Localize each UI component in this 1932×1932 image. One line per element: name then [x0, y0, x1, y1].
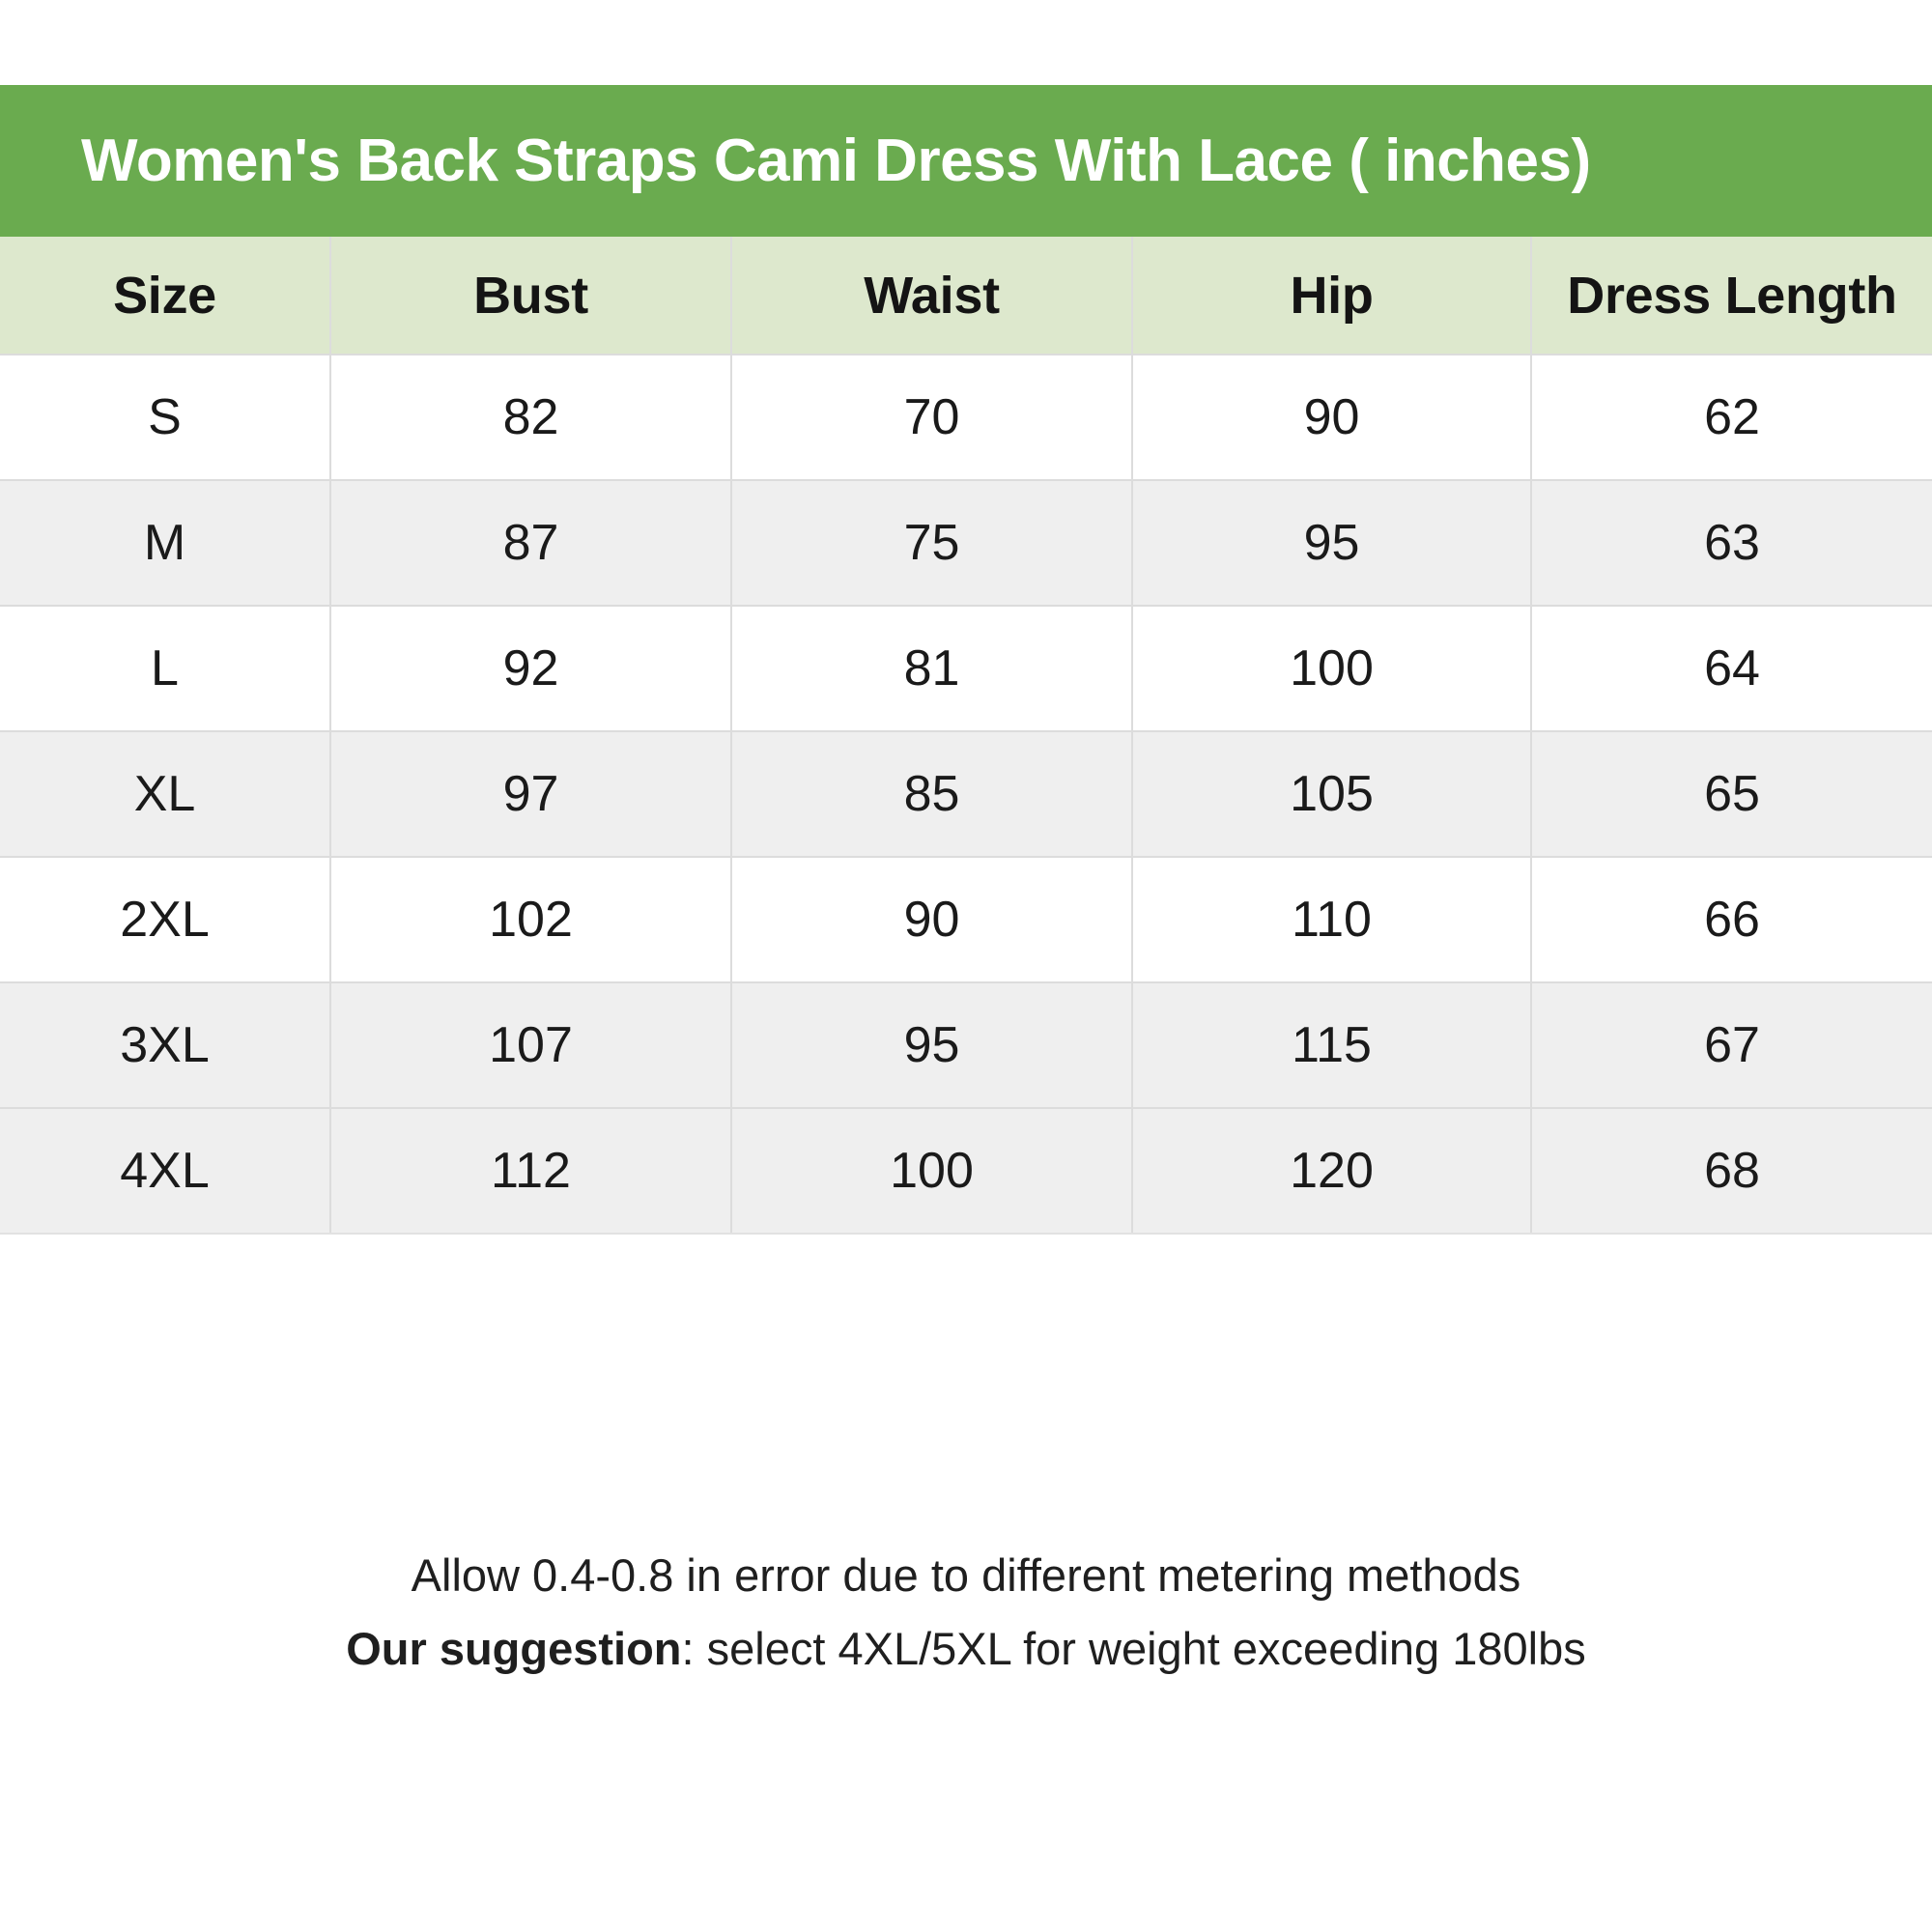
cell-waist: 95 [731, 982, 1133, 1109]
cell-hip: 90 [1132, 355, 1532, 481]
table-row: S 82 70 90 62 [0, 355, 1932, 481]
table-body: S 82 70 90 62 M 87 75 95 63 L 92 81 100 … [0, 355, 1932, 1235]
cell-dress-length: 67 [1531, 982, 1932, 1109]
cell-waist: 85 [731, 731, 1133, 858]
cell-size: 2XL [0, 857, 331, 983]
cell-hip: 105 [1132, 731, 1532, 858]
cell-waist: 100 [731, 1108, 1133, 1235]
column-header-waist: Waist [731, 237, 1133, 355]
table-row: 4XL 112 100 120 68 [0, 1108, 1932, 1235]
table-row: L 92 81 100 64 [0, 606, 1932, 732]
table-row: XL 97 85 105 65 [0, 731, 1932, 858]
cell-dress-length: 62 [1531, 355, 1932, 481]
cell-size: XL [0, 731, 331, 858]
column-header-hip: Hip [1132, 237, 1532, 355]
cell-waist: 75 [731, 480, 1133, 607]
cell-bust: 107 [330, 982, 732, 1109]
page-title: Women's Back Straps Cami Dress With Lace… [81, 127, 1591, 194]
cell-bust: 102 [330, 857, 732, 983]
cell-dress-length: 65 [1531, 731, 1932, 858]
cell-bust: 92 [330, 606, 732, 732]
cell-hip: 110 [1132, 857, 1532, 983]
cell-size: L [0, 606, 331, 732]
cell-size: M [0, 480, 331, 607]
cell-size: S [0, 355, 331, 481]
table-row: 2XL 102 90 110 66 [0, 857, 1932, 983]
cell-size: 3XL [0, 982, 331, 1109]
column-header-dress-length: Dress Length [1531, 237, 1932, 355]
note-suggestion: Our suggestion: select 4XL/5XL for weigh… [0, 1619, 1932, 1679]
table-row: M 87 75 95 63 [0, 480, 1932, 607]
table-row: 3XL 107 95 115 67 [0, 982, 1932, 1109]
column-header-bust: Bust [330, 237, 732, 355]
note-suggestion-label: Our suggestion [346, 1623, 682, 1675]
table-header-row: Size Bust Waist Hip Dress Length [0, 237, 1932, 355]
cell-hip: 120 [1132, 1108, 1532, 1235]
cell-dress-length: 63 [1531, 480, 1932, 607]
cell-hip: 95 [1132, 480, 1532, 607]
column-header-size: Size [0, 237, 331, 355]
cell-dress-length: 66 [1531, 857, 1932, 983]
cell-dress-length: 64 [1531, 606, 1932, 732]
cell-hip: 115 [1132, 982, 1532, 1109]
cell-bust: 87 [330, 480, 732, 607]
cell-size: 4XL [0, 1108, 331, 1235]
cell-bust: 112 [330, 1108, 732, 1235]
cell-bust: 82 [330, 355, 732, 481]
cell-waist: 81 [731, 606, 1133, 732]
chart-title-bar: Women's Back Straps Cami Dress With Lace… [0, 85, 1932, 237]
table-header: Size Bust Waist Hip Dress Length [0, 237, 1932, 355]
cell-waist: 90 [731, 857, 1133, 983]
cell-hip: 100 [1132, 606, 1532, 732]
size-chart-table: Size Bust Waist Hip Dress Length S 82 70… [0, 237, 1932, 1235]
cell-waist: 70 [731, 355, 1133, 481]
cell-bust: 97 [330, 731, 732, 858]
note-suggestion-text: : select 4XL/5XL for weight exceeding 18… [681, 1623, 1586, 1675]
cell-dress-length: 68 [1531, 1108, 1932, 1235]
footer-notes: Allow 0.4-0.8 in error due to different … [0, 1546, 1932, 1680]
note-tolerance: Allow 0.4-0.8 in error due to different … [411, 1549, 1521, 1601]
